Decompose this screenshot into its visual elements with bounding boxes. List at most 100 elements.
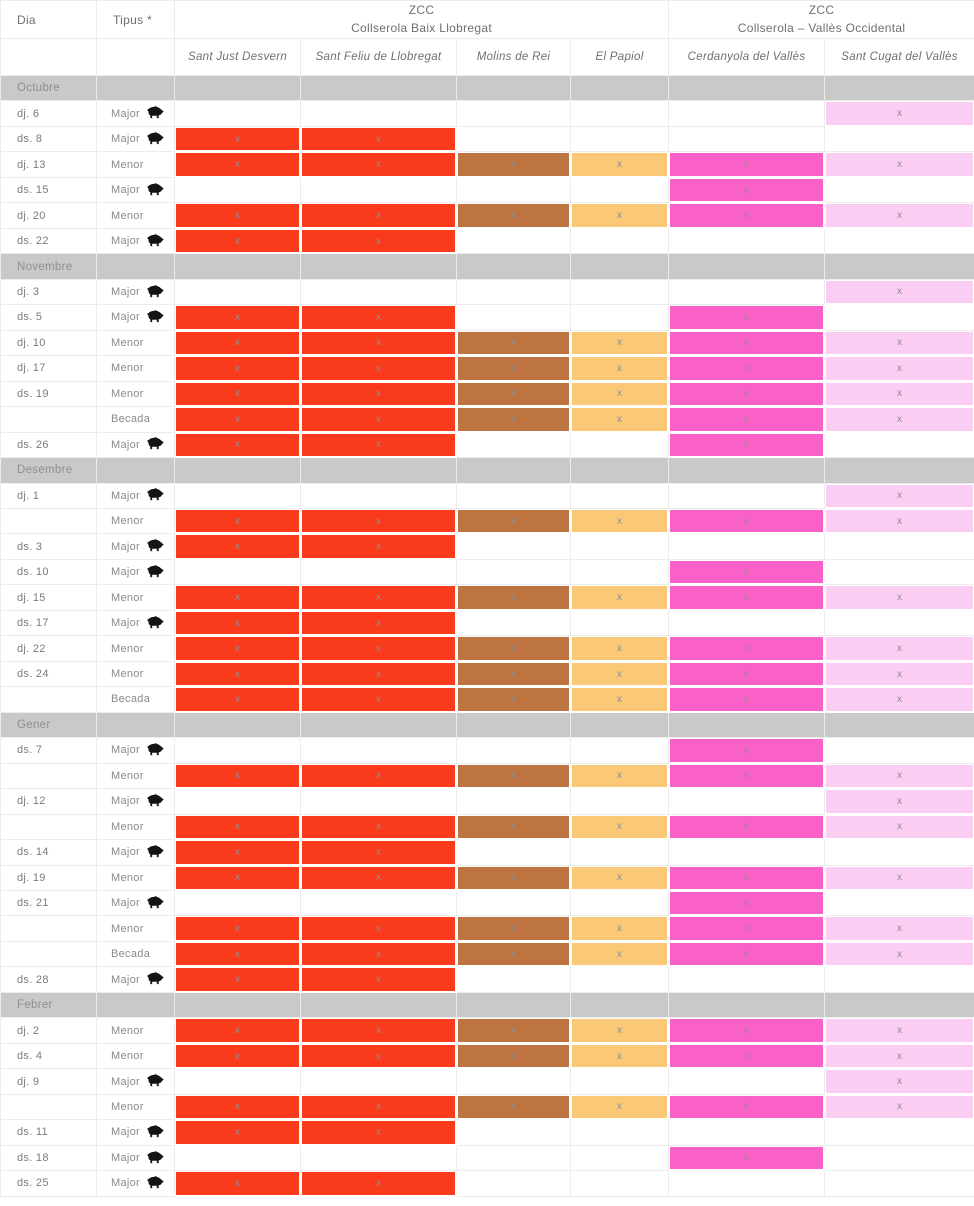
boar-icon xyxy=(145,615,164,629)
mark-cell-active: x xyxy=(571,941,670,968)
header-row-zones: Dia Tipus * ZCC Collserola Baix Llobrega… xyxy=(1,1,974,39)
mark-cell-active: x xyxy=(301,941,457,968)
mark-cell-active: x xyxy=(571,508,670,535)
mark-cell-empty xyxy=(571,610,670,637)
mark-cell-active: x xyxy=(825,941,974,968)
type-label: Menor xyxy=(111,387,144,400)
type-label: Major xyxy=(111,566,141,579)
mark-cell-active: x xyxy=(301,381,457,408)
day-cell: ds. 7 xyxy=(1,738,97,764)
mark-cell-active: x xyxy=(669,661,826,688)
mark-cell-active: x xyxy=(301,636,457,662)
mark-cell-empty xyxy=(301,177,457,204)
mark-cell-empty xyxy=(825,127,974,153)
col-header-sant-just-desvern: Sant Just Desvern xyxy=(175,39,301,76)
mark-cell-active: x xyxy=(669,1145,826,1172)
type-cell: Menor xyxy=(97,330,175,357)
mark-cell-active: x xyxy=(825,1094,974,1121)
mark-cell-active: x xyxy=(175,152,301,178)
mark-cell-active: x xyxy=(669,916,826,942)
mark-cell-active: x xyxy=(457,356,571,382)
mark-cell-empty xyxy=(457,1145,571,1172)
type-cell: Major xyxy=(97,1120,175,1146)
mark-cell-active: x xyxy=(571,687,670,713)
type-label: Menor xyxy=(111,820,144,833)
mark-cell-active: x xyxy=(825,636,974,662)
day-cell: dj. 17 xyxy=(1,356,97,382)
month-row-cell xyxy=(301,992,457,1019)
boar-icon xyxy=(145,564,164,578)
type-cell: Major xyxy=(97,891,175,917)
mark-cell-empty xyxy=(571,738,670,764)
mark-cell-active: x xyxy=(825,585,974,611)
day-cell xyxy=(1,687,97,713)
month-row-cell xyxy=(175,458,301,484)
month-row-cell xyxy=(669,712,826,739)
mark-cell-active: x xyxy=(301,534,457,560)
month-label: Desembre xyxy=(1,458,97,484)
day-cell: dj. 9 xyxy=(1,1069,97,1095)
mark-cell-active: x xyxy=(825,865,974,891)
type-cell: Major xyxy=(97,967,175,993)
col-header-sant-cugat-del-valles: Sant Cugat del Vallès xyxy=(825,39,974,76)
type-cell: Major xyxy=(97,840,175,866)
mark-cell-active: x xyxy=(175,330,301,357)
mark-cell-empty xyxy=(571,305,670,331)
mark-cell-empty xyxy=(457,559,571,586)
mark-cell-empty xyxy=(571,126,670,153)
mark-cell-empty xyxy=(669,840,826,866)
zone2-name: Collserola – Vallès Occidental xyxy=(737,20,906,35)
type-label: Major xyxy=(111,311,141,324)
mark-cell-active: x xyxy=(571,407,670,433)
day-cell: ds. 8 xyxy=(1,126,97,153)
mark-cell-active: x xyxy=(175,1120,301,1146)
mark-cell-empty xyxy=(669,1171,826,1197)
mark-cell-empty xyxy=(825,967,974,993)
col-header-cerdanyola-del-valles: Cerdanyola del Vallès xyxy=(669,39,826,76)
type-label: Major xyxy=(111,617,141,630)
month-label: Gener xyxy=(1,712,97,739)
calendar-row: ds. 10 Major x xyxy=(1,559,974,586)
mark-cell-active: x xyxy=(175,534,301,560)
mark-cell-active: x xyxy=(825,916,974,942)
day-cell: ds. 5 xyxy=(1,305,97,331)
mark-cell-empty xyxy=(669,228,826,255)
mark-cell-empty xyxy=(175,891,301,917)
mark-cell-active: x xyxy=(669,687,826,713)
month-row-cell xyxy=(301,254,457,280)
mark-cell-empty xyxy=(301,1145,457,1172)
mark-cell-empty xyxy=(571,891,670,917)
mark-cell-active: x xyxy=(175,585,301,611)
calendar-table-body: Octubre dj. 6 Major x ds. 8 Major x x dj. 13 Me… xyxy=(1,76,974,1197)
mark-cell-empty xyxy=(457,967,571,993)
mark-cell-empty xyxy=(669,101,826,127)
type-label: Menor xyxy=(111,515,144,528)
type-label: Major xyxy=(111,489,141,502)
mark-cell-empty xyxy=(669,1120,826,1146)
boar-icon xyxy=(145,106,164,119)
month-row-cell xyxy=(97,76,175,102)
mark-cell-active: x xyxy=(301,763,457,790)
mark-cell-active: x xyxy=(669,585,826,611)
boar-icon xyxy=(145,1175,164,1189)
mark-cell-active: x xyxy=(669,636,826,662)
boar-icon xyxy=(145,895,164,909)
mark-cell-empty xyxy=(457,534,571,560)
type-cell: Becada xyxy=(97,941,175,968)
mark-cell-active: x xyxy=(457,152,571,178)
mark-cell-empty xyxy=(825,305,974,331)
mark-cell-empty xyxy=(669,967,826,993)
mark-cell-active: x xyxy=(571,356,670,382)
mark-cell-active: x xyxy=(825,661,974,688)
day-cell: ds. 4 xyxy=(1,1043,97,1070)
type-label: Menor xyxy=(111,362,144,375)
mark-cell-active: x xyxy=(175,610,301,637)
type-label: Major xyxy=(111,973,141,986)
calendar-row: dj. 6 Major x xyxy=(1,101,974,127)
mark-cell-active: x xyxy=(825,483,974,509)
mark-cell-active: x xyxy=(669,177,826,204)
mark-cell-empty xyxy=(571,789,670,815)
